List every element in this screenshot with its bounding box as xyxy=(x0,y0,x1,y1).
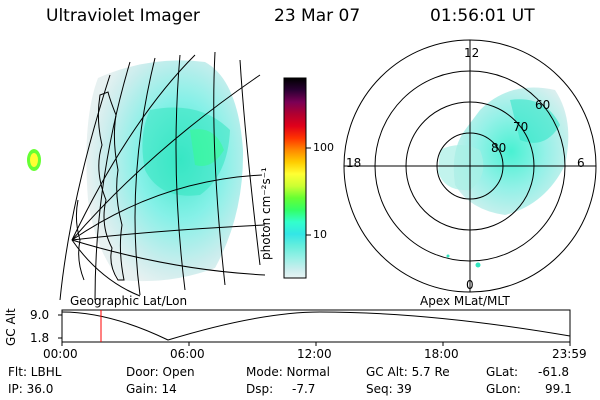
door-info: Door: Open xyxy=(126,365,195,379)
altitude-plot xyxy=(58,309,571,346)
altitude-xtick-0: 00:00 xyxy=(43,347,78,361)
ip-info: IP: 36.0 xyxy=(8,382,54,396)
gc-alt-info: GC Alt: 5.7 Re xyxy=(366,365,450,379)
coastline xyxy=(97,91,125,281)
polar-panel xyxy=(343,39,597,293)
altitude-plot-frame xyxy=(61,309,571,343)
mlat-label-70: 70 xyxy=(513,120,529,134)
altitude-curve xyxy=(61,311,571,341)
altitude-xtick-4: 23:59 xyxy=(552,347,587,361)
geographic-panel xyxy=(27,51,266,301)
colorbar-tick-10: 10 xyxy=(313,228,327,241)
altitude-ytick-top: 9.0 xyxy=(30,308,50,322)
colorbar-unit-label: photon cm⁻²s⁻¹ xyxy=(259,167,273,260)
glat-label: GLat: xyxy=(486,365,519,379)
mode-info: Mode: Normal xyxy=(246,365,330,379)
altitude-xtick-1: 06:00 xyxy=(170,347,205,361)
gain-info: Gain: 14 xyxy=(126,382,177,396)
date-label: 23 Mar 07 xyxy=(274,6,361,26)
instrument-title: Ultraviolet Imager xyxy=(46,6,200,26)
seq-info: Seq: 39 xyxy=(366,382,412,396)
glat-value: -61.8 xyxy=(538,365,570,379)
dsp-label: Dsp: xyxy=(246,382,274,396)
geographic-panel-label: Geographic Lat/Lon xyxy=(70,294,188,308)
colorbar-tick-100: 100 xyxy=(313,141,334,154)
altitude-ytick-bottom: 1.8 xyxy=(30,331,50,345)
glon-label: GLon: xyxy=(486,382,521,396)
filter-info: Flt: LBHL xyxy=(8,365,62,379)
mlt-label-18: 18 xyxy=(346,156,362,170)
time-label: 01:56:01 UT xyxy=(430,6,535,26)
polar-panel-label: Apex MLat/MLT xyxy=(420,294,510,308)
altitude-xtick-3: 18:00 xyxy=(424,347,459,361)
dsp-value: -7.7 xyxy=(292,382,316,396)
mlt-label-6: 6 xyxy=(577,156,585,170)
colorbar xyxy=(283,77,307,279)
glon-value: 99.1 xyxy=(545,382,572,396)
altitude-xtick-2: 12:00 xyxy=(297,347,332,361)
mlat-label-60: 60 xyxy=(535,98,551,112)
mlt-label-12: 12 xyxy=(464,46,480,60)
altitude-ylabel: GC Alt xyxy=(4,308,18,346)
mlat-label-80: 80 xyxy=(491,141,507,155)
mlt-label-0: 0 xyxy=(466,278,474,292)
